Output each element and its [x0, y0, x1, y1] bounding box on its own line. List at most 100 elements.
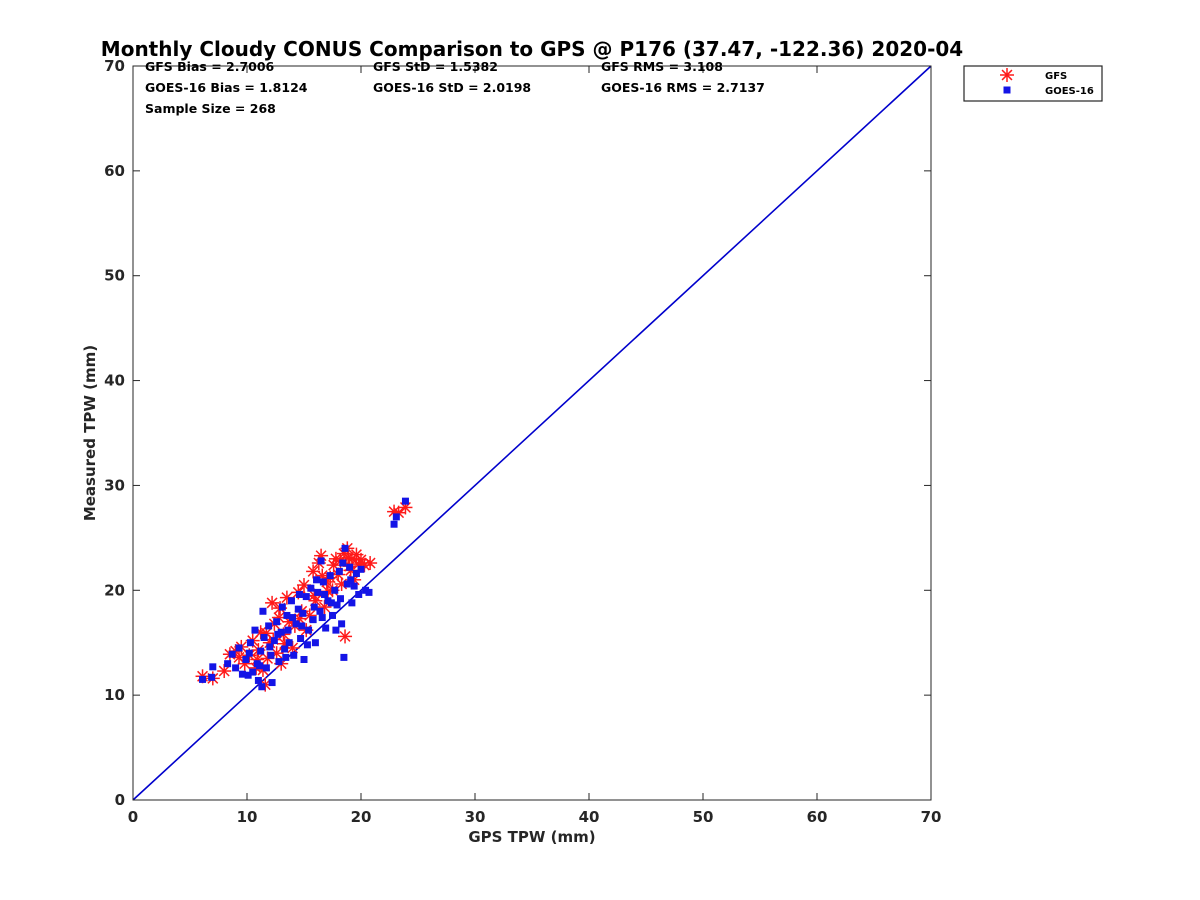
goes-point [340, 653, 348, 661]
y-tick-label: 0 [115, 791, 125, 809]
goes-point [282, 653, 290, 661]
goes-point [339, 559, 347, 567]
reference-line-layer [132, 65, 932, 801]
goes-point [319, 578, 327, 586]
goes-point [209, 663, 217, 671]
y-tick-label: 70 [104, 57, 125, 75]
goes-point [333, 601, 341, 609]
goes-point [311, 639, 319, 647]
goes-point [273, 618, 281, 626]
goes-point [300, 655, 308, 663]
goes-point [365, 588, 373, 596]
goes-point [329, 611, 336, 619]
goes-point [278, 603, 286, 611]
goes-point [238, 670, 246, 678]
goes-point [392, 513, 400, 521]
goes-point [224, 660, 232, 668]
goes-point [335, 567, 343, 575]
goes-point [265, 622, 273, 630]
legend-box [963, 65, 1103, 102]
x-tick-label: 50 [693, 808, 714, 826]
axis-ticks: 0 10 20 30 40 50 60 70 0 10 20 30 40 50 60 70 [104, 57, 941, 826]
stat-gfs-rms: GFS RMS = 3.108 [601, 59, 723, 74]
goes-point [270, 637, 278, 645]
y-axis-label: Measured TPW (mm) [81, 345, 99, 521]
goes-point [289, 614, 297, 622]
x-tick-label: 20 [351, 808, 372, 826]
legend-gfs-label: GFS [1045, 71, 1067, 82]
goes-point [321, 590, 329, 598]
goes-point [297, 635, 305, 643]
stat-sample-size: Sample Size = 268 [145, 101, 276, 116]
goes-point [199, 675, 207, 683]
x-axis-label: GPS TPW (mm) [468, 828, 595, 846]
goes-point [242, 655, 250, 663]
chart-title: Monthly Cloudy CONUS Comparison to GPS @… [101, 37, 963, 61]
goes-point [346, 563, 354, 571]
goes-point [332, 626, 340, 634]
y-tick-label: 40 [104, 372, 125, 390]
legend: GFS GOES-16 [963, 65, 1103, 102]
goes-point [274, 630, 282, 638]
goes-point [290, 651, 298, 659]
goes-point [262, 664, 270, 672]
goes-point [336, 595, 344, 603]
plot-frame [132, 65, 932, 801]
goes-point [281, 645, 289, 653]
goes-series [199, 497, 409, 691]
goes-point [232, 664, 240, 672]
goes-point [295, 590, 303, 598]
y-tick-label: 30 [104, 476, 125, 494]
y-tick-label: 20 [104, 581, 125, 599]
x-tick-label: 10 [237, 808, 258, 826]
y-tick-label: 60 [104, 162, 125, 180]
goes-point [294, 605, 302, 613]
goes-point [258, 683, 266, 691]
y-tick-label: 50 [104, 267, 125, 285]
legend-gfs-asterisk [1000, 68, 1014, 82]
goes-point [307, 584, 315, 592]
goes-point [235, 644, 243, 652]
goes-point [257, 647, 265, 655]
reference-line [132, 65, 932, 801]
goes-point [298, 622, 306, 630]
gfs-point [265, 595, 280, 610]
goes-point [318, 614, 326, 622]
goes-point [348, 599, 356, 607]
goes-point [331, 586, 339, 594]
goes-point [299, 609, 307, 617]
stat-gfs-bias: GFS Bias = 2.7006 [145, 59, 275, 74]
goes-point [267, 651, 275, 659]
goes-point [260, 633, 268, 641]
goes-point [317, 557, 325, 565]
goes-point [245, 649, 253, 657]
goes-point [343, 580, 351, 588]
goes-point [228, 650, 236, 658]
goes-point [310, 603, 318, 611]
x-tick-label: 70 [921, 808, 942, 826]
goes-point [326, 572, 334, 580]
legend-goes-label: GOES-16 [1045, 86, 1094, 97]
legend-gfs-marker [1000, 68, 1014, 82]
goes-point [284, 626, 292, 634]
goes-point [390, 520, 398, 528]
goes-point [266, 643, 274, 651]
goes-point [251, 626, 259, 634]
goes-point [347, 576, 355, 584]
gfs-point [338, 629, 353, 644]
goes-point [256, 662, 264, 670]
goes-point [350, 582, 358, 590]
goes-point [287, 597, 295, 605]
goes-point [309, 616, 317, 624]
goes-point [357, 565, 365, 573]
stat-goes-rms: GOES-16 RMS = 2.7137 [601, 80, 765, 95]
goes-point [259, 607, 267, 615]
stat-goes-std: GOES-16 StD = 2.0198 [373, 80, 531, 95]
goes-point [208, 673, 216, 681]
goes-point [285, 639, 293, 647]
goes-point [292, 620, 300, 628]
goes-point [283, 611, 291, 619]
goes-point [254, 676, 262, 684]
goes-point [401, 497, 409, 505]
